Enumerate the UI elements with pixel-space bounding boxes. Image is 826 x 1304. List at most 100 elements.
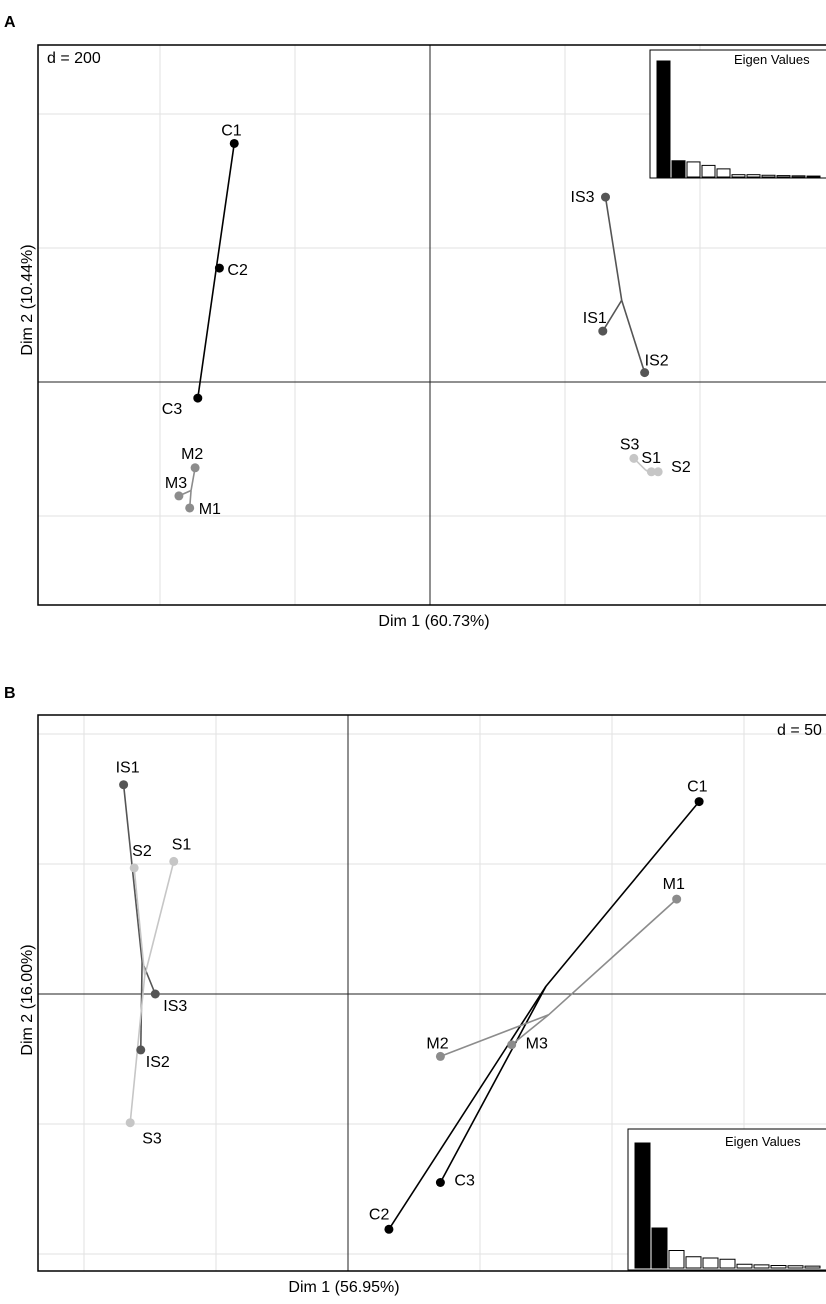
panel-a-letter: A <box>4 14 16 31</box>
link-is3 <box>604 196 623 301</box>
eigen-bar <box>686 161 701 178</box>
eigen-bar <box>761 174 776 178</box>
label-c1: C1 <box>221 122 242 139</box>
link-c3 <box>197 265 218 399</box>
label-m2: M2 <box>181 446 203 463</box>
eigen-bar <box>770 1265 787 1269</box>
panel-b-y-axis-title: Dim 2 (16.00%) <box>19 944 36 1055</box>
eigen-bar <box>776 175 791 178</box>
eigen-bar <box>651 1227 668 1269</box>
label-c2: C2 <box>369 1206 390 1223</box>
panel-b-x-axis-title: Dim 1 (56.95%) <box>288 1279 399 1296</box>
eigen-bar <box>746 174 761 178</box>
point-m1 <box>185 503 195 513</box>
point-m2 <box>435 1051 445 1061</box>
eigen-bar <box>656 60 671 178</box>
eigen-bar <box>634 1142 651 1269</box>
point-m1 <box>672 894 682 904</box>
point-s3 <box>629 453 639 463</box>
point-is2 <box>640 368 650 378</box>
panel-b-frame <box>37 714 826 1272</box>
eigen-bar <box>804 1265 821 1269</box>
label-s2: S2 <box>671 459 691 476</box>
label-is2: IS2 <box>146 1054 170 1071</box>
eigen-bar <box>668 1250 685 1269</box>
point-c1 <box>694 797 704 807</box>
eigen-bar <box>806 175 821 178</box>
panel-b-eigen-bars <box>634 1142 821 1269</box>
panel-b-points <box>119 780 704 1234</box>
panel-a-x-axis-title: Dim 1 (60.73%) <box>378 613 489 630</box>
eigen-bar <box>719 1258 736 1269</box>
link-c1 <box>545 801 700 987</box>
panel-a-y-axis-title: Dim 2 (10.44%) <box>19 244 36 355</box>
point-m3 <box>174 491 184 501</box>
point-s1 <box>169 856 179 866</box>
label-is2: IS2 <box>645 353 669 370</box>
eigen-bar <box>685 1256 702 1269</box>
point-is1 <box>598 326 608 336</box>
panel-a-links <box>178 143 659 509</box>
panel-b-eigen-title: Eigen Values <box>725 1134 801 1149</box>
panel-a-eigen-frame <box>649 49 826 179</box>
point-c3 <box>193 393 203 403</box>
label-c1: C1 <box>687 779 708 796</box>
point-c2 <box>384 1224 394 1234</box>
label-is1: IS1 <box>116 760 140 777</box>
point-m2 <box>190 463 200 473</box>
point-m3 <box>507 1040 517 1050</box>
eigen-bar <box>791 175 806 178</box>
link-m3 <box>511 1014 550 1046</box>
label-c3: C3 <box>454 1173 475 1190</box>
eigen-bar <box>716 168 731 178</box>
label-c2: C2 <box>227 262 248 279</box>
panel-a-eigen-bars <box>656 60 821 178</box>
label-s3: S3 <box>142 1131 162 1148</box>
label-m3: M3 <box>526 1036 548 1053</box>
label-s1: S1 <box>641 450 661 467</box>
panel-a-eigen-title: Eigen Values <box>734 52 810 67</box>
link-c1 <box>215 143 236 266</box>
label-s3: S3 <box>620 436 640 453</box>
panel-a-frame <box>37 44 826 606</box>
eigen-bar <box>702 1257 719 1269</box>
panel-a-grid <box>38 45 826 605</box>
point-is2 <box>136 1045 146 1055</box>
link-c2 <box>388 985 547 1230</box>
eigen-bar <box>787 1265 804 1269</box>
panel-b-point-labels: IS1 IS3 IS2 S1 S2 S3 C1 C3 C2 M1 M3 M2 <box>116 760 708 1224</box>
point-c1 <box>229 138 239 148</box>
label-is3: IS3 <box>571 189 595 206</box>
point-is1 <box>119 780 129 790</box>
link-c3 <box>439 985 547 1183</box>
label-is1: IS1 <box>583 310 607 327</box>
panel-a-eigen-inset: Eigen Values <box>649 49 826 179</box>
label-c3: C3 <box>162 401 183 418</box>
link-m2 <box>440 1014 549 1058</box>
label-s1: S1 <box>172 836 192 853</box>
label-s2: S2 <box>132 843 152 860</box>
point-s1 <box>646 467 656 477</box>
link-is1 <box>122 784 143 962</box>
eigen-bar <box>753 1264 770 1269</box>
panel-b: B IS1 IS3 IS2 S1 S2 S3 C1 C3 C2 M1 M3 M2 d = 50 Dim… <box>4 685 826 1296</box>
label-m3: M3 <box>165 475 187 492</box>
panel-a-scale-label: d = 200 <box>47 50 101 67</box>
point-c2 <box>214 263 224 273</box>
point-s2 <box>653 467 663 477</box>
link-m1 <box>548 898 678 1016</box>
label-is3: IS3 <box>163 998 187 1015</box>
panel-b-letter: B <box>4 685 16 702</box>
eigen-bar <box>671 160 686 178</box>
link-s1 <box>143 861 175 976</box>
panel-b-eigen-inset: Eigen Values <box>627 1128 826 1271</box>
label-m1: M1 <box>663 876 685 893</box>
panel-b-scale-label: d = 50 <box>777 722 822 739</box>
panel-b-links <box>122 784 700 1230</box>
link-is2 <box>620 300 646 373</box>
eigen-bar <box>736 1263 753 1269</box>
panel-a-points <box>174 138 663 513</box>
